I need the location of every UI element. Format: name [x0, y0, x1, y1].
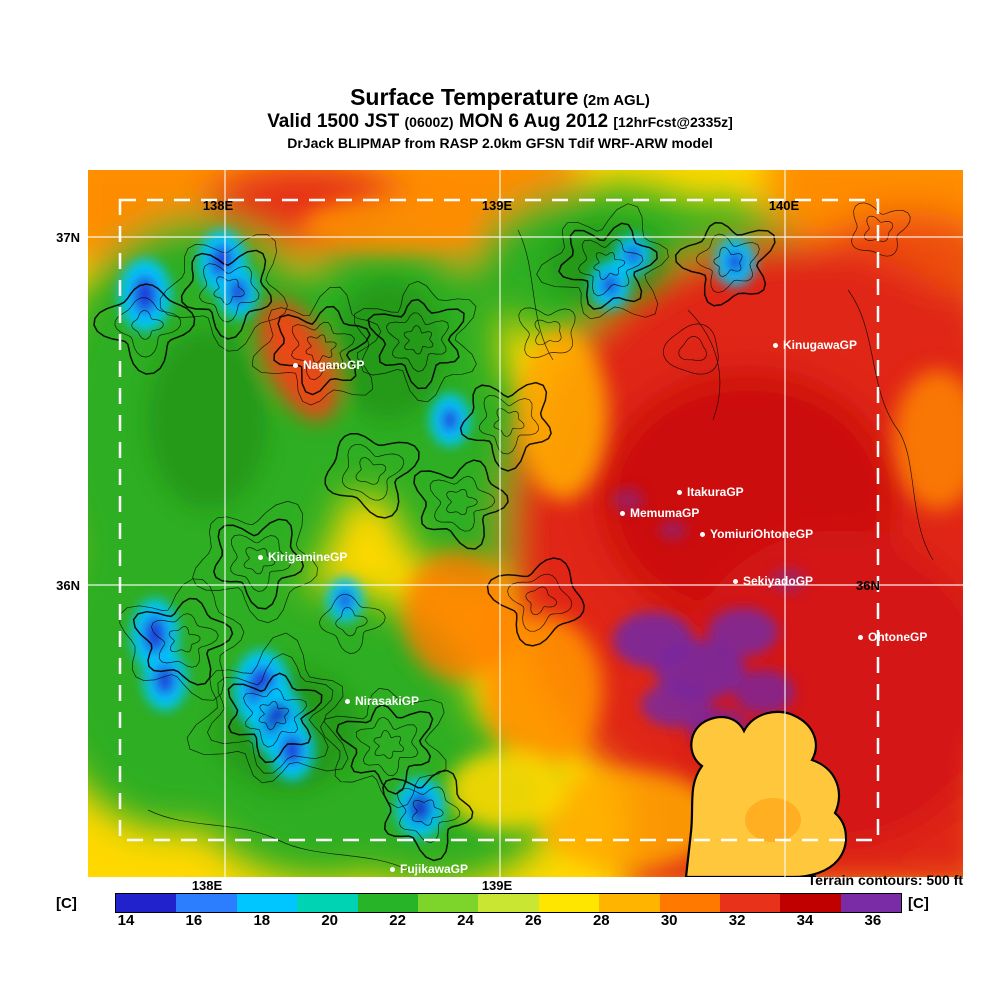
- lat-label-right-36n: 36N: [856, 578, 880, 593]
- colorbar-tick: 14: [117, 912, 135, 929]
- colorbar-segment: [538, 894, 600, 912]
- waypoint-dot-icon: [620, 510, 625, 516]
- waypoint-dot-icon: [677, 489, 682, 495]
- graticule-lines: [88, 170, 963, 877]
- lon-label-bottom-139e: 139E: [481, 878, 513, 893]
- colorbar-tick: 16: [185, 912, 203, 929]
- plot-title: Surface Temperature: [350, 84, 579, 110]
- waypoint-memumagp: MemumaGP: [620, 506, 699, 520]
- waypoint-dot-icon: [733, 578, 738, 584]
- terrain-contours: [93, 202, 911, 862]
- lat-label-left-37n: 37N: [56, 230, 80, 245]
- valid-date: MON 6 Aug 2012: [458, 111, 609, 133]
- colorbar-segment: [599, 894, 660, 912]
- waypoint-label: SekiyadoGP: [743, 574, 814, 588]
- waypoint-yomiuriohtonegp: YomiuriOhtoneGP: [700, 527, 813, 541]
- waypoint-nirasakigp: NirasakiGP: [345, 694, 419, 708]
- waypoint-dot-icon: [345, 698, 350, 704]
- colorbar-segment: [176, 894, 237, 912]
- colorbar-unit-left: [C]: [56, 895, 77, 912]
- lon-label-bottom-138e: 138E: [191, 878, 223, 893]
- colorbar-segment: [719, 894, 781, 912]
- waypoint-label: NaganoGP: [303, 358, 365, 372]
- colorbar-tick: 36: [864, 912, 882, 929]
- colorbar-tick: 30: [660, 912, 678, 929]
- valid-time-line: Valid 1500 JST (0600Z) MON 6 Aug 2012 [1…: [0, 111, 1000, 133]
- colorbar: [115, 893, 902, 913]
- waypoint-label: KirigamineGP: [268, 550, 348, 564]
- valid-zulu: (0600Z): [404, 114, 454, 131]
- waypoint-label: ItakuraGP: [687, 485, 744, 499]
- waypoint-kirigaminegp: KirigamineGP: [258, 550, 347, 564]
- colorbar-tick: 28: [592, 912, 610, 929]
- waypoint-label: NirasakiGP: [355, 694, 420, 708]
- waypoint-dot-icon: [700, 531, 705, 537]
- lon-label-top-140e: 140E: [768, 198, 800, 213]
- domain-boundary-dashed: [118, 198, 880, 842]
- header: Surface Temperature (2m AGL) Valid 1500 …: [0, 84, 1000, 151]
- colorbar-segment: [840, 894, 902, 912]
- waypoint-dot-icon: [858, 634, 863, 640]
- plot-title-suffix: (2m AGL): [582, 92, 650, 109]
- temperature-map: NaganoGP KinugawaGP ItakuraGP MemumaGP Yomiu…: [88, 170, 963, 877]
- colorbar-unit-right: [C]: [908, 895, 929, 912]
- colorbar-tick: 22: [389, 912, 406, 929]
- colorbar-segment: [417, 894, 479, 912]
- field-extreme-blobs: [119, 230, 806, 838]
- waypoint-ohtonegp: OhtoneGP: [858, 630, 927, 644]
- colorbar-tick: 18: [253, 912, 271, 929]
- lon-label-top-138e: 138E: [202, 198, 234, 213]
- waypoint-dot-icon: [390, 866, 395, 872]
- waypoint-naganogp: NaganoGP: [293, 358, 364, 372]
- waypoint-itakuragp: ItakuraGP: [677, 485, 744, 499]
- waypoint-dot-icon: [258, 554, 263, 560]
- temperature-field-svg: [88, 170, 963, 877]
- coastline: [684, 710, 847, 877]
- waypoint-fujikawagp: FujikawaGP: [390, 862, 468, 876]
- colorbar-tick: 34: [796, 912, 814, 929]
- colorbar-tick: 20: [321, 912, 339, 929]
- model-line: DrJack BLIPMAP from RASP 2.0km GFSN Tdif…: [287, 135, 713, 152]
- waypoint-label: OhtoneGP: [868, 630, 928, 644]
- waypoint-kinugawagp: KinugawaGP: [773, 338, 857, 352]
- plot-title-line: Surface Temperature (2m AGL): [0, 84, 1000, 110]
- waypoint-label: KinugawaGP: [783, 338, 858, 352]
- colorbar-tick: 24: [457, 912, 474, 929]
- waypoint-dot-icon: [773, 342, 778, 348]
- colorbar-segment: [659, 894, 720, 912]
- waypoints-layer: NaganoGP KinugawaGP ItakuraGP MemumaGP Yomiu…: [88, 170, 963, 877]
- valid-forecast-tag: [12hrFcst@2335z]: [613, 114, 733, 131]
- waypoint-dot-icon: [293, 362, 298, 368]
- colorbar-segment: [478, 894, 539, 912]
- colorbar-segment: [297, 894, 358, 912]
- lon-label-top-139e: 139E: [481, 198, 513, 213]
- terrain-contours-note: Terrain contours: 500 ft: [807, 872, 963, 888]
- colorbar-segment: [236, 894, 298, 912]
- lat-label-left-36n: 36N: [56, 578, 80, 593]
- valid-prefix: Valid 1500 JST: [267, 111, 400, 133]
- waypoint-sekiyadogp: SekiyadoGP: [733, 574, 813, 588]
- colorbar-tick: 32: [728, 912, 746, 929]
- colorbar-segment: [357, 894, 418, 912]
- waypoint-label: FujikawaGP: [400, 862, 469, 876]
- colorbar-segment: [116, 894, 177, 912]
- colorbar-tick: 26: [525, 912, 542, 929]
- waypoint-label: YomiuriOhtoneGP: [710, 527, 814, 541]
- waypoint-label: MemumaGP: [630, 506, 700, 520]
- colorbar-segment: [780, 894, 841, 912]
